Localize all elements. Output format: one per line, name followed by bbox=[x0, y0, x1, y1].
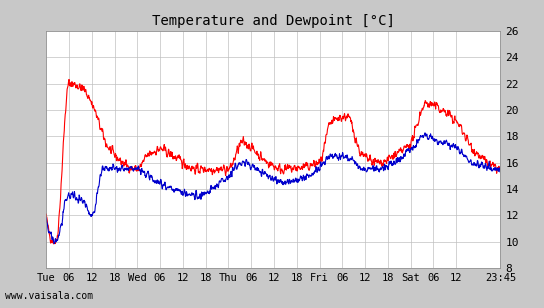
Text: www.vaisala.com: www.vaisala.com bbox=[5, 291, 94, 301]
Title: Temperature and Dewpoint [°C]: Temperature and Dewpoint [°C] bbox=[152, 14, 395, 28]
